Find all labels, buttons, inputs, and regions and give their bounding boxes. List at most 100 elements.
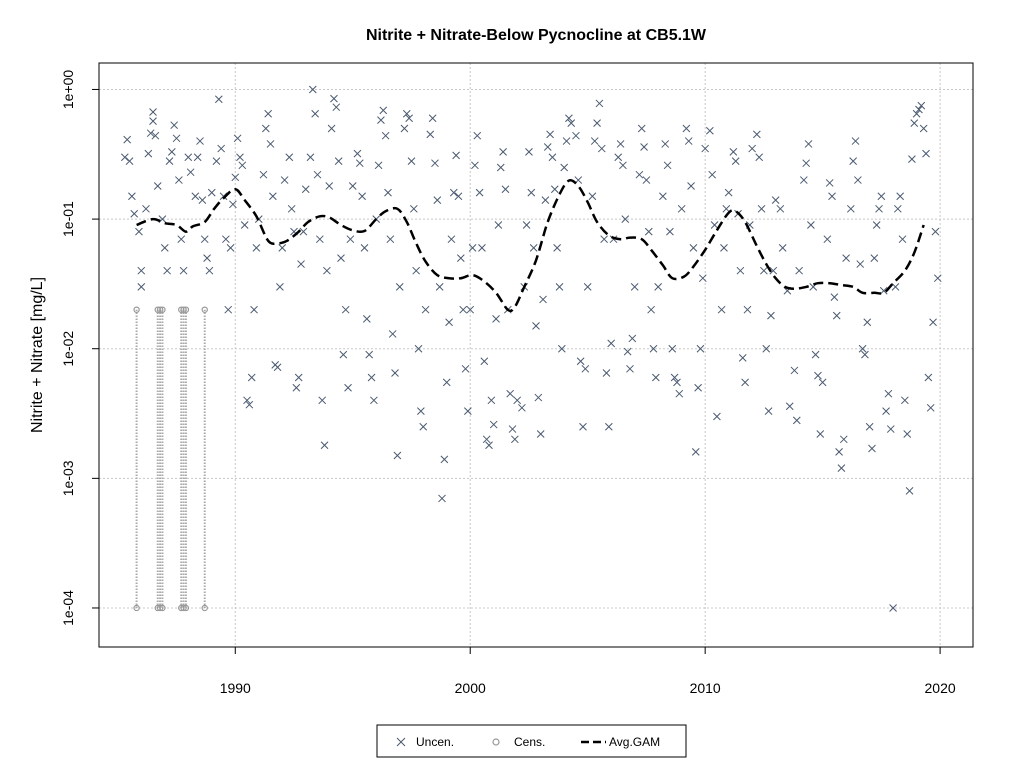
data-point-stroke (560, 163, 569, 172)
data-point (196, 137, 204, 145)
data-point (588, 192, 597, 201)
data-point (687, 182, 695, 190)
data-point (440, 455, 449, 464)
data-point (532, 322, 540, 330)
data-point (828, 192, 836, 201)
data-point (355, 159, 364, 168)
data-point-stroke (849, 157, 858, 165)
data-point-stroke (438, 494, 446, 503)
data-point-stroke (417, 407, 425, 415)
data-point-stroke (863, 318, 872, 327)
data-point (501, 185, 510, 194)
data-point (628, 334, 637, 343)
data-point-stroke (285, 153, 294, 162)
data-point-stroke (701, 144, 710, 153)
data-point (729, 148, 738, 156)
data-point (792, 416, 801, 425)
data-point (764, 407, 773, 415)
data-point (158, 215, 167, 223)
data-point-stroke (522, 221, 531, 229)
data-point (120, 153, 129, 162)
data-point (607, 339, 616, 348)
data-point-stroke (337, 254, 345, 262)
data-point-stroke (924, 373, 933, 382)
data-point-stroke (142, 204, 150, 213)
data-point (933, 274, 942, 283)
data-point (919, 124, 928, 133)
data-point (243, 396, 251, 405)
data-point-stroke (179, 266, 188, 275)
data-point (308, 85, 317, 94)
data-point (323, 266, 331, 275)
data-point (546, 130, 554, 139)
data-point-stroke (252, 243, 261, 252)
data-point (144, 149, 153, 158)
data-point (238, 161, 247, 170)
data-point-stroke (407, 157, 416, 165)
data-point-stroke (877, 192, 886, 201)
data-point-stroke (365, 350, 374, 359)
data-point-stroke (525, 148, 533, 156)
data-point (661, 140, 670, 148)
data-point-stroke (684, 137, 693, 145)
data-point-stroke (912, 109, 921, 118)
data-point (785, 402, 794, 411)
data-point (924, 373, 933, 382)
data-point (285, 153, 294, 162)
data-point-stroke (616, 140, 625, 148)
data-point (193, 153, 202, 162)
data-point-stroke (128, 192, 136, 201)
data-point-stroke (346, 235, 355, 244)
data-point-stroke (306, 153, 315, 162)
data-point-stroke (137, 266, 146, 275)
data-point (614, 153, 623, 162)
data-point (640, 143, 648, 151)
data-point-stroke (431, 159, 439, 168)
data-point-stroke (858, 344, 867, 353)
data-point (339, 350, 348, 359)
data-point-stroke (706, 126, 714, 135)
data-point-stroke (546, 130, 554, 139)
data-point-stroke (506, 389, 515, 398)
data-point-stroke (348, 182, 357, 190)
data-point (175, 176, 183, 184)
data-point (903, 430, 912, 438)
data-point (365, 350, 374, 359)
data-point (769, 266, 778, 275)
data-point-stroke (691, 448, 700, 456)
data-point-stroke (447, 235, 456, 244)
data-point-stroke (320, 441, 329, 450)
data-point-stroke (362, 314, 371, 323)
data-point (706, 126, 714, 135)
data-point-stroke (412, 266, 421, 275)
data-point-stroke (287, 204, 296, 213)
data-point (417, 407, 425, 415)
data-point (370, 396, 378, 405)
data-point-stroke (236, 153, 244, 162)
data-point (409, 204, 418, 213)
x-tick-label: 1990 (220, 680, 251, 696)
data-point (905, 487, 914, 495)
data-point (567, 119, 576, 127)
data-point-stroke (915, 105, 923, 114)
data-point-stroke (642, 176, 651, 184)
data-point (651, 373, 660, 382)
data-point-stroke (839, 435, 848, 444)
data-point-stroke (572, 131, 580, 140)
data-point (550, 185, 559, 194)
data-point-stroke (172, 134, 181, 143)
data-point-stroke (482, 435, 491, 444)
data-point (929, 318, 937, 327)
legend-cens-marker (492, 738, 500, 746)
data-point (738, 354, 747, 362)
data-point (442, 378, 451, 387)
data-point-stroke (623, 347, 632, 356)
data-point-stroke (508, 425, 517, 433)
data-point (619, 161, 627, 170)
data-point-stroke (381, 131, 390, 140)
data-point-stroke (442, 378, 451, 387)
data-point-stroke (635, 170, 644, 179)
data-point (358, 192, 366, 201)
data-point-stroke (160, 243, 169, 252)
data-point-stroke (487, 396, 496, 405)
